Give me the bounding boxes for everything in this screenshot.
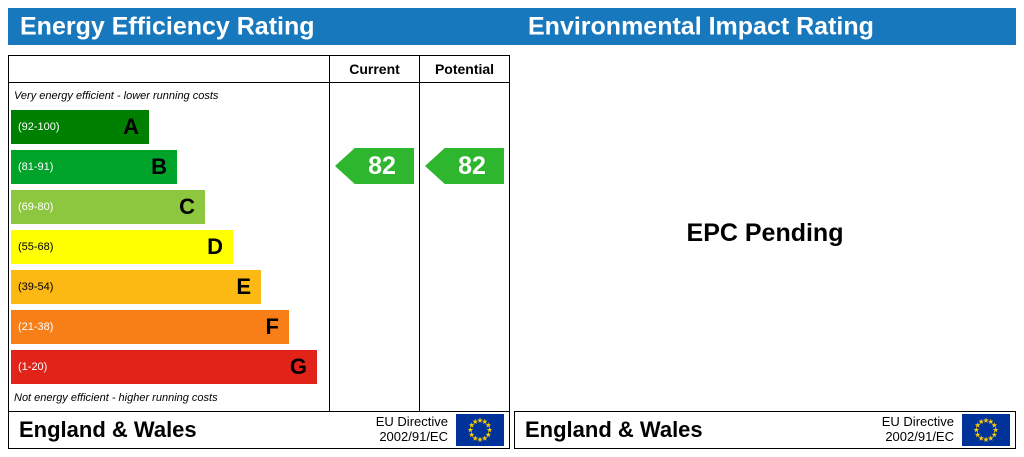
eu-directive-label: EU Directive 2002/91/EC: [375, 414, 448, 445]
current-column: 82: [329, 83, 419, 411]
band-letter: E: [236, 274, 251, 299]
environmental-impact-title: Environmental Impact Rating: [528, 12, 874, 40]
band-range: (1-20): [18, 361, 48, 373]
header-bar: Energy Efficiency Rating Environmental I…: [8, 8, 1016, 45]
band-bar-a: (92-100) A: [11, 110, 149, 144]
eu-directive-line1: EU Directive: [375, 414, 448, 430]
epc-pending-text: EPC Pending: [686, 218, 844, 247]
band-range: (21-38): [18, 321, 54, 333]
region-label: England & Wales: [19, 417, 197, 442]
eu-flag-icon: [962, 414, 1010, 446]
band-bar-e: (39-54) E: [11, 270, 261, 304]
band-bar-d: (55-68) D: [11, 230, 233, 264]
current-rating-value: 82: [368, 151, 396, 180]
eu-directive-label: EU Directive 2002/91/EC: [881, 414, 954, 445]
band-range: (39-54): [18, 281, 54, 293]
band-bar-c: (69-80) C: [11, 190, 205, 224]
band-letter: G: [289, 354, 307, 379]
band-row-e: (39-54) E: [9, 268, 329, 306]
band-row-g: (1-20) G: [9, 348, 329, 386]
band-column-spacer: [9, 56, 329, 82]
potential-column: 82: [419, 83, 509, 411]
band-range: (55-68): [18, 241, 54, 253]
eu-directive-line2: 2002/91/EC: [885, 429, 954, 444]
eu-directive-line1: EU Directive: [881, 414, 954, 430]
band-row-f: (21-38) F: [9, 308, 329, 346]
footer-left: England & Wales EU Directive 2002/91/EC: [8, 411, 510, 449]
band-row-b: (81-91) B: [9, 148, 329, 186]
band-range: (69-80): [18, 201, 54, 213]
band-range: (92-100): [18, 121, 60, 133]
eu-flag-icon: [456, 414, 504, 446]
potential-arrow: 82: [425, 148, 504, 184]
chart-column-headers: Current Potential: [9, 56, 509, 83]
caption-bottom: Not energy efficient - higher running co…: [14, 392, 218, 404]
current-arrow: 82: [335, 148, 414, 184]
band-bar-b: (81-91) B: [11, 150, 177, 184]
band-range: (81-91): [18, 161, 54, 173]
band-letter: A: [123, 114, 139, 139]
chart-body: Very energy efficient - lower running co…: [9, 83, 509, 411]
potential-column-header: Potential: [419, 56, 509, 82]
eu-directive-line2: 2002/91/EC: [379, 429, 448, 444]
footer-right: England & Wales EU Directive 2002/91/EC: [514, 411, 1016, 449]
band-row-c: (69-80) C: [9, 188, 329, 226]
band-bar-f: (21-38) F: [11, 310, 289, 344]
band-letter: F: [265, 314, 279, 339]
energy-rating-chart: Current Potential Very energy efficient …: [8, 55, 510, 412]
band-row-d: (55-68) D: [9, 228, 329, 266]
band-row-a: (92-100) A: [9, 108, 329, 146]
environmental-rating-panel: EPC Pending: [514, 55, 1016, 411]
current-column-header: Current: [329, 56, 419, 82]
band-letter: C: [179, 194, 195, 219]
band-bar-g: (1-20) G: [11, 350, 317, 384]
band-letter: D: [207, 234, 223, 259]
energy-efficiency-title: Energy Efficiency Rating: [20, 12, 315, 40]
band-letter: B: [151, 154, 167, 179]
band-area: Very energy efficient - lower running co…: [9, 83, 329, 411]
caption-top: Very energy efficient - lower running co…: [14, 90, 219, 102]
region-label: England & Wales: [525, 417, 703, 442]
potential-rating-value: 82: [458, 151, 486, 180]
